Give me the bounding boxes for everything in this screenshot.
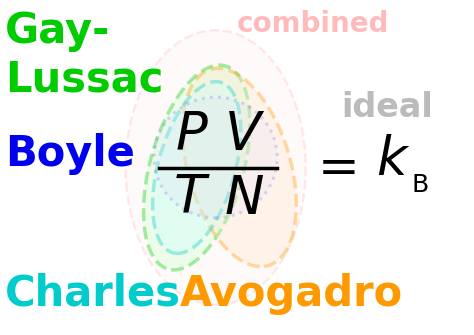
Ellipse shape (182, 68, 296, 267)
Text: $\mathit{T}$: $\mathit{T}$ (173, 174, 211, 225)
Text: $\mathit{N}$: $\mathit{N}$ (224, 174, 264, 225)
Text: Charles: Charles (5, 273, 181, 315)
Text: combined: combined (237, 10, 390, 38)
Ellipse shape (153, 82, 241, 253)
Ellipse shape (126, 30, 306, 305)
Text: Avogadro: Avogadro (180, 273, 403, 315)
Text: $\mathit{V}$: $\mathit{V}$ (224, 110, 264, 161)
Text: $=$: $=$ (308, 143, 356, 192)
Ellipse shape (144, 65, 250, 270)
Text: $\mathrm{B}$: $\mathrm{B}$ (411, 175, 428, 197)
Text: ideal: ideal (341, 91, 433, 124)
Ellipse shape (154, 97, 277, 218)
Text: $\mathit{k}$: $\mathit{k}$ (376, 135, 410, 186)
Text: Gay-
Lussac: Gay- Lussac (5, 10, 163, 100)
Text: Boyle: Boyle (5, 133, 135, 175)
Text: $\mathit{P}$: $\mathit{P}$ (175, 110, 209, 161)
